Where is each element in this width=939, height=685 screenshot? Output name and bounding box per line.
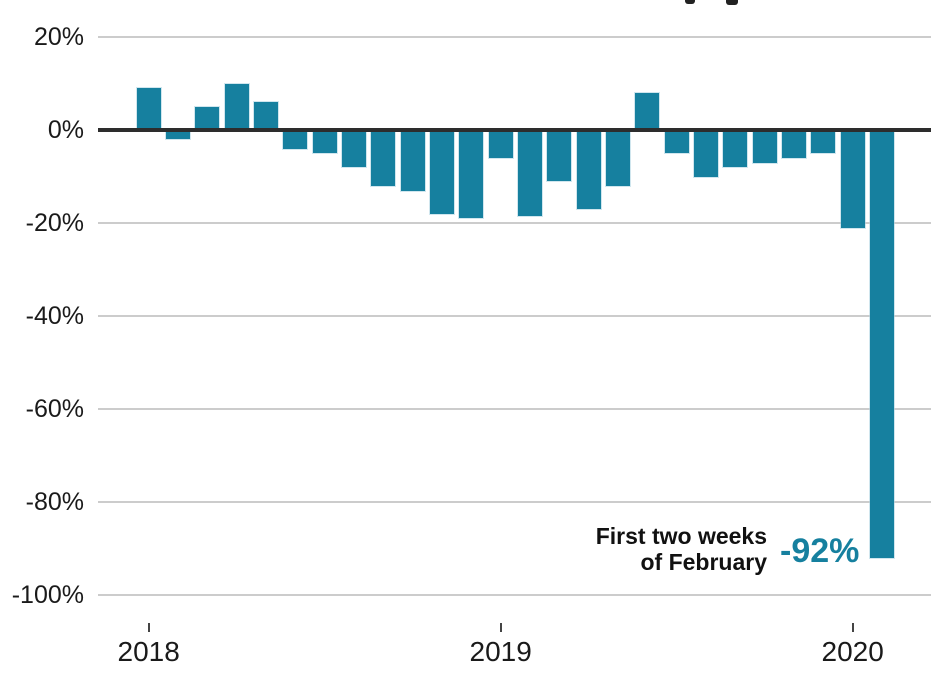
y-axis-tick-label: -60%	[25, 395, 84, 423]
bar	[664, 130, 689, 154]
annotation-line-2: of February	[640, 549, 767, 575]
y-axis-tick-label: -40%	[25, 302, 84, 330]
bar	[547, 130, 572, 182]
bar	[342, 130, 366, 168]
y-axis-tick-label: -100%	[11, 581, 84, 609]
bar	[136, 88, 161, 131]
y-axis-tick-label: -20%	[25, 209, 84, 237]
bar	[166, 130, 190, 140]
bar	[371, 130, 396, 186]
gridline--80	[98, 501, 931, 503]
annotation-label: First two weeks of February	[500, 523, 767, 575]
gridline--20	[98, 222, 931, 224]
y-axis-tick-label: -80%	[25, 488, 84, 516]
bar	[752, 130, 777, 163]
x-axis-tick-label: 2020	[821, 636, 884, 667]
annotation-value: -92%	[780, 532, 860, 570]
gridline--100	[98, 594, 931, 596]
bar	[811, 130, 836, 154]
bar	[840, 130, 865, 228]
bar	[782, 130, 806, 158]
bar	[723, 130, 748, 168]
x-axis-tick-label: 2019	[469, 636, 532, 667]
x-axis-tick-label: 2018	[117, 636, 180, 667]
cropped-title-fragment	[685, 0, 695, 4]
bar	[870, 130, 894, 558]
y-axis-tick-label: 20%	[33, 23, 84, 51]
bar	[576, 130, 601, 210]
bar	[430, 130, 454, 214]
bar	[635, 92, 660, 130]
bar	[283, 130, 308, 149]
x-axis-tick-mark	[147, 623, 150, 632]
annotation-line-1: First two weeks	[595, 523, 767, 549]
bar	[459, 130, 484, 219]
cropped-title-fragment	[726, 0, 738, 5]
bar	[518, 130, 542, 216]
x-axis-tick-mark	[499, 623, 502, 632]
zero-baseline	[98, 128, 931, 132]
bar	[488, 130, 513, 158]
gridline--60	[98, 408, 931, 410]
bar	[694, 130, 718, 177]
bar	[224, 83, 249, 130]
bar	[312, 130, 337, 154]
bar	[254, 102, 278, 130]
gridline--40	[98, 315, 931, 317]
bar	[195, 106, 220, 131]
bar	[400, 130, 425, 191]
x-axis-tick-mark	[851, 623, 854, 632]
gridline-20	[98, 36, 931, 38]
y-axis-tick-label: 0%	[47, 116, 84, 144]
bar	[606, 130, 630, 186]
